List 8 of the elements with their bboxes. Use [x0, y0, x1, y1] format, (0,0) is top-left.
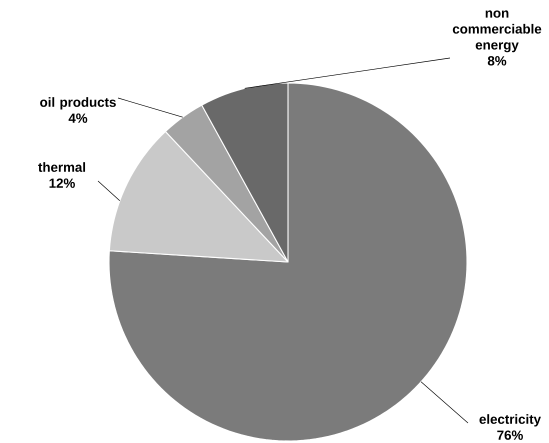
data-label: 4% [68, 113, 88, 123]
slice-label: thermal [38, 162, 86, 172]
data-label: 8% [488, 56, 506, 66]
slice-label: non commerciable energy [452, 10, 542, 52]
data-label: 12% [50, 178, 75, 188]
slice-label: oil products [40, 97, 116, 110]
data-label: 76% [497, 430, 523, 440]
slice-label: electricity [480, 414, 541, 427]
